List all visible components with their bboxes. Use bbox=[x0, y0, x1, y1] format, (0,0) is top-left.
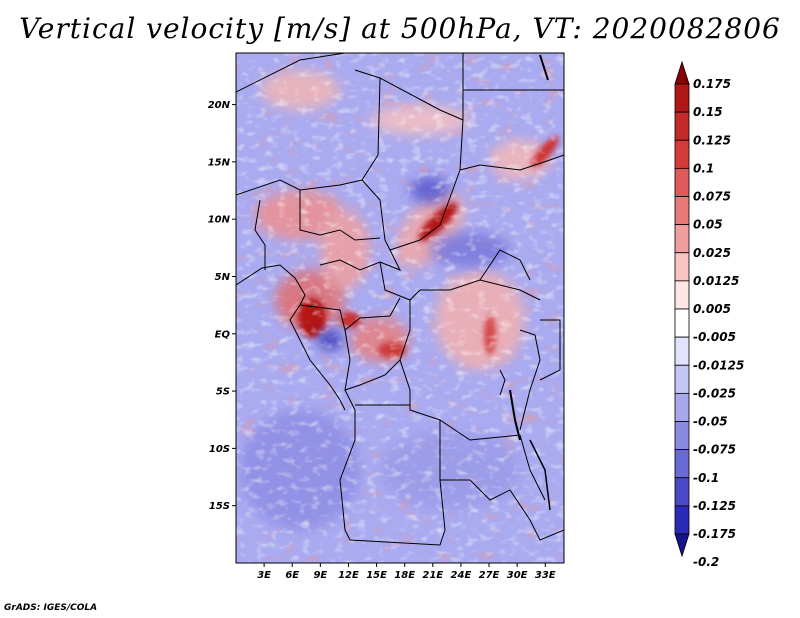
longitude-axis: 3E 6E 9E 12E 15E 18E 21E 24E 27E 30E 33E bbox=[257, 563, 556, 581]
colorbar-label: -0.05 bbox=[693, 415, 728, 429]
colorbar-label: -0.005 bbox=[693, 330, 736, 344]
lat-tick-15S: 15S bbox=[209, 501, 236, 512]
colorbar-label: -0.125 bbox=[693, 499, 736, 513]
lat-tick-label: 10S bbox=[209, 444, 230, 455]
lon-tick-label: 30E bbox=[507, 570, 528, 581]
field-white-texture bbox=[236, 53, 564, 563]
lon-tick-24E: 24E bbox=[451, 563, 472, 581]
colorbar-swatch bbox=[674, 421, 690, 451]
colorbar-label: -0.2 bbox=[693, 555, 719, 569]
lon-tick-label: 21E bbox=[422, 570, 443, 581]
colorbar-label: 0.0125 bbox=[693, 274, 739, 288]
lat-tick-20N: 20N bbox=[208, 100, 236, 111]
lon-tick-label: 18E bbox=[394, 570, 415, 581]
lon-tick-3E: 3E bbox=[257, 563, 271, 581]
colorbar-label: -0.075 bbox=[693, 443, 736, 457]
colorbar-label: 0.075 bbox=[693, 190, 731, 204]
colorbar-label: 0.005 bbox=[693, 302, 731, 316]
colorbar-label: 0.15 bbox=[693, 105, 723, 119]
lat-tick-5S: 5S bbox=[216, 387, 236, 398]
lat-tick-label: 15N bbox=[208, 157, 231, 168]
colorbar-label: -0.025 bbox=[693, 386, 736, 400]
colorbar-swatch bbox=[674, 139, 690, 169]
lat-tick-label: 10N bbox=[208, 215, 231, 226]
lat-tick-label: 15S bbox=[209, 501, 230, 512]
map-frame bbox=[235, 52, 565, 564]
colorbar-label: 0.1 bbox=[693, 161, 714, 175]
colorbar-label: 0.175 bbox=[693, 77, 731, 91]
colorbar-label: 0.025 bbox=[693, 246, 731, 260]
lat-tick-10N: 10N bbox=[208, 215, 236, 226]
velocity-field bbox=[236, 53, 564, 563]
lon-tick-label: 27E bbox=[479, 570, 500, 581]
colorbar-label: -0.1 bbox=[693, 471, 719, 485]
colorbar-swatch bbox=[674, 280, 690, 310]
lon-tick-label: 12E bbox=[338, 570, 359, 581]
lon-tick-label: 9E bbox=[313, 570, 327, 581]
colorbar-swatch bbox=[674, 252, 690, 282]
lat-tick-5N: 5N bbox=[215, 272, 236, 283]
lon-tick-27E: 27E bbox=[479, 563, 500, 581]
colorbar-swatch bbox=[674, 308, 690, 338]
colorbar-top-arrow bbox=[674, 60, 690, 85]
colorbar-label: -0.0125 bbox=[693, 358, 744, 372]
colorbar-swatch bbox=[674, 364, 690, 394]
colorbar-swatch bbox=[674, 196, 690, 226]
lon-tick-33E: 33E bbox=[535, 563, 556, 581]
colorbar-swatch bbox=[674, 83, 690, 113]
grads-credit: GrADS: IGES/COLA bbox=[4, 603, 98, 613]
lon-tick-label: 33E bbox=[535, 570, 556, 581]
lat-tick-EQ: EQ bbox=[215, 329, 236, 340]
colorbar-swatch bbox=[674, 505, 690, 535]
country-boundaries bbox=[236, 53, 564, 546]
chart-title: Vertical velocity [m/s] at 500hPa, VT: 2… bbox=[19, 12, 781, 45]
lon-tick-18E: 18E bbox=[394, 563, 415, 581]
lon-tick-label: 3E bbox=[257, 570, 271, 581]
lon-tick-6E: 6E bbox=[285, 563, 299, 581]
lon-tick-12E: 12E bbox=[338, 563, 359, 581]
lat-tick-label: 5S bbox=[216, 387, 230, 398]
lon-tick-9E: 9E bbox=[313, 563, 327, 581]
colorbar: 0.175 0.15 0.125 0.1 0.075 0.05 0.025 0.0125 0.0… bbox=[674, 60, 744, 569]
lat-tick-label: 5N bbox=[215, 272, 231, 283]
colorbar-swatch bbox=[674, 167, 690, 197]
lon-tick-15E: 15E bbox=[366, 563, 387, 581]
colorbar-swatch bbox=[674, 392, 690, 422]
colorbar-swatch bbox=[674, 336, 690, 366]
latitude-axis: 20N 15N 10N 5N EQ 5S 10S 15S bbox=[208, 100, 236, 512]
lat-tick-15N: 15N bbox=[208, 157, 236, 168]
lon-tick-30E: 30E bbox=[507, 563, 528, 581]
lat-tick-label: 20N bbox=[208, 100, 231, 111]
colorbar-swatch bbox=[674, 477, 690, 507]
colorbar-label: 0.05 bbox=[693, 218, 723, 232]
lon-tick-label: 24E bbox=[451, 570, 472, 581]
colorbar-swatch bbox=[674, 111, 690, 141]
lat-tick-label: EQ bbox=[215, 329, 231, 340]
colorbar-label: 0.125 bbox=[693, 133, 731, 147]
colorbar-label: -0.175 bbox=[693, 527, 736, 541]
lon-tick-label: 6E bbox=[285, 570, 299, 581]
colorbar-swatch bbox=[674, 449, 690, 479]
lat-tick-10S: 10S bbox=[209, 444, 236, 455]
colorbar-swatch bbox=[674, 224, 690, 254]
lon-tick-21E: 21E bbox=[422, 563, 443, 581]
lon-tick-label: 15E bbox=[366, 570, 387, 581]
colorbar-bottom-arrow bbox=[674, 533, 690, 558]
